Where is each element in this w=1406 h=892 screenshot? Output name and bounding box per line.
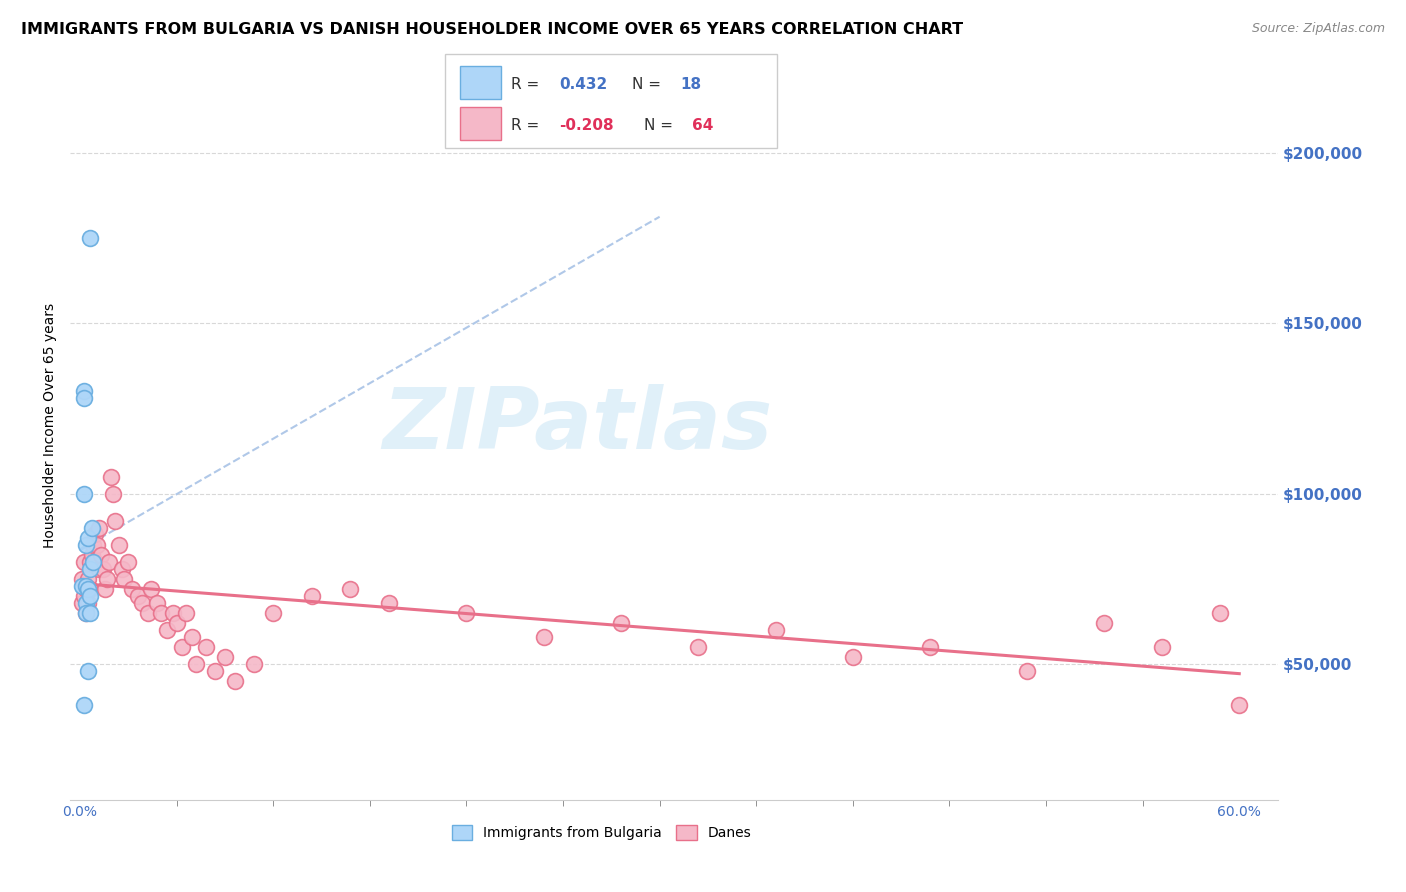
- Point: [156, 623, 179, 637]
- Point: [162, 606, 184, 620]
- Point: [76, 572, 98, 586]
- Point: [765, 623, 787, 637]
- Text: N =: N =: [644, 118, 673, 133]
- Point: [117, 555, 139, 569]
- FancyBboxPatch shape: [460, 66, 502, 99]
- Point: [75, 582, 97, 596]
- Point: [75, 596, 97, 610]
- Point: [1015, 664, 1038, 678]
- Point: [75, 578, 97, 592]
- Point: [1150, 640, 1173, 654]
- Point: [89, 561, 111, 575]
- Point: [100, 469, 122, 483]
- Point: [104, 514, 127, 528]
- Point: [83, 555, 105, 569]
- Text: R =: R =: [510, 118, 540, 133]
- Point: [70, 578, 93, 592]
- Point: [76, 664, 98, 678]
- Point: [610, 615, 633, 630]
- Point: [127, 589, 149, 603]
- Point: [84, 527, 107, 541]
- Point: [75, 606, 97, 620]
- Point: [224, 673, 246, 688]
- Point: [76, 596, 98, 610]
- Point: [842, 650, 865, 665]
- Point: [262, 606, 284, 620]
- Point: [1092, 615, 1115, 630]
- Point: [80, 548, 103, 562]
- Point: [101, 486, 124, 500]
- Point: [204, 664, 226, 678]
- Legend: Immigrants from Bulgaria, Danes: Immigrants from Bulgaria, Danes: [446, 820, 758, 846]
- Text: R =: R =: [510, 77, 540, 92]
- Text: IMMIGRANTS FROM BULGARIA VS DANISH HOUSEHOLDER INCOME OVER 65 YEARS CORRELATION : IMMIGRANTS FROM BULGARIA VS DANISH HOUSE…: [21, 22, 963, 37]
- Text: ZIPatlas: ZIPatlas: [382, 384, 773, 467]
- Point: [533, 630, 555, 644]
- Point: [112, 572, 135, 586]
- Point: [146, 596, 169, 610]
- Point: [1227, 698, 1250, 712]
- Point: [79, 589, 101, 603]
- Point: [84, 555, 107, 569]
- Text: N =: N =: [631, 77, 661, 92]
- Point: [174, 606, 197, 620]
- Text: -0.208: -0.208: [560, 118, 614, 133]
- Point: [79, 582, 101, 596]
- Point: [75, 538, 97, 552]
- Point: [97, 555, 120, 569]
- Point: [75, 606, 97, 620]
- Point: [378, 596, 401, 610]
- FancyBboxPatch shape: [460, 107, 502, 140]
- Point: [107, 538, 129, 552]
- Point: [150, 606, 173, 620]
- Point: [184, 657, 207, 671]
- Point: [111, 561, 134, 575]
- Point: [301, 589, 323, 603]
- Point: [194, 640, 217, 654]
- Point: [141, 582, 163, 596]
- Point: [131, 596, 153, 610]
- Point: [73, 698, 96, 712]
- Point: [70, 572, 93, 586]
- Y-axis label: Householder Income Over 65 years: Householder Income Over 65 years: [44, 303, 58, 548]
- Point: [96, 572, 118, 586]
- Point: [121, 582, 143, 596]
- Point: [920, 640, 942, 654]
- Text: 18: 18: [681, 77, 702, 92]
- Text: 64: 64: [692, 118, 714, 133]
- FancyBboxPatch shape: [444, 54, 776, 148]
- Point: [83, 538, 105, 552]
- Point: [73, 391, 96, 405]
- Point: [76, 582, 98, 596]
- Point: [76, 531, 98, 545]
- Point: [456, 606, 478, 620]
- Point: [89, 521, 111, 535]
- Point: [136, 606, 159, 620]
- Point: [688, 640, 710, 654]
- Point: [73, 486, 96, 500]
- Point: [91, 561, 114, 575]
- Point: [79, 231, 101, 245]
- Point: [90, 548, 112, 562]
- Point: [80, 521, 103, 535]
- Point: [73, 589, 96, 603]
- Text: 0.432: 0.432: [560, 77, 607, 92]
- Text: Source: ZipAtlas.com: Source: ZipAtlas.com: [1251, 22, 1385, 36]
- Point: [339, 582, 361, 596]
- Point: [73, 384, 96, 399]
- Point: [70, 596, 93, 610]
- Point: [79, 606, 101, 620]
- Point: [79, 561, 101, 575]
- Point: [166, 615, 188, 630]
- Point: [181, 630, 204, 644]
- Point: [1209, 606, 1232, 620]
- Point: [172, 640, 194, 654]
- Point: [243, 657, 266, 671]
- Point: [79, 555, 101, 569]
- Point: [214, 650, 236, 665]
- Point: [86, 538, 108, 552]
- Point: [94, 582, 117, 596]
- Point: [73, 555, 96, 569]
